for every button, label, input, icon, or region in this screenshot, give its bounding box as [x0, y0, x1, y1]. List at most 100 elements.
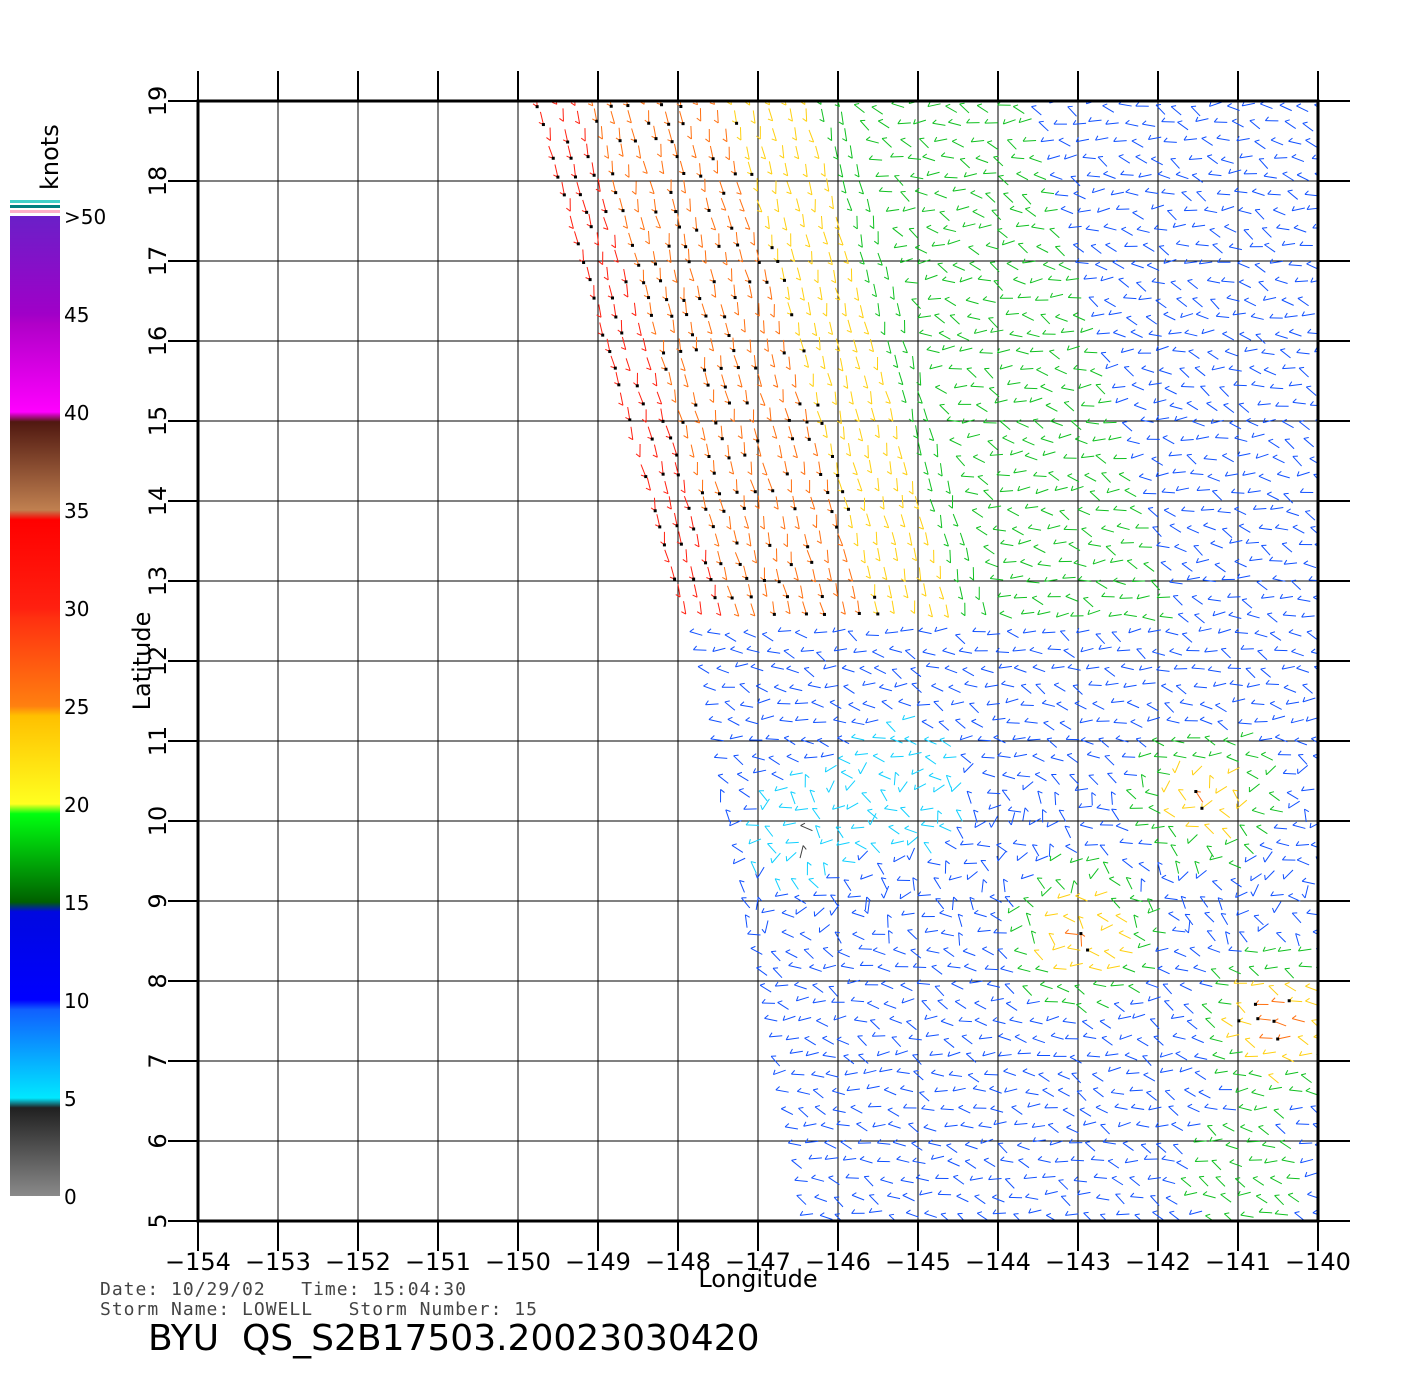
- wind-vector-barb: [960, 753, 966, 756]
- rain-flag-dot: [717, 244, 721, 248]
- wind-vector: [1021, 194, 1032, 205]
- wind-vector-barb: [1152, 927, 1157, 932]
- wind-vector: [693, 584, 698, 598]
- wind-vector-barb: [807, 861, 812, 866]
- wind-vector-barb: [1077, 506, 1083, 511]
- wind-vector: [971, 509, 984, 518]
- wind-vector: [1298, 367, 1309, 378]
- wind-vector-barb: [775, 878, 781, 881]
- wind-vector: [1229, 422, 1242, 430]
- wind-vector-barb: [1164, 385, 1170, 389]
- wind-vector: [1145, 791, 1159, 797]
- wind-vector: [1151, 458, 1164, 466]
- wind-vector: [872, 755, 885, 763]
- wind-vector-barb: [1095, 261, 1100, 265]
- rain-flag-dot: [617, 383, 621, 387]
- wind-vector: [736, 302, 740, 316]
- wind-vector: [618, 127, 621, 141]
- wind-vector-barb: [865, 630, 870, 636]
- wind-vector-barb: [857, 1138, 862, 1144]
- rain-flag-dot: [816, 403, 820, 407]
- wind-vector-barb: [1269, 631, 1276, 634]
- wind-vector-barb: [1151, 277, 1156, 282]
- wind-vector: [1009, 333, 1023, 338]
- wind-vector-barb: [910, 948, 916, 951]
- wind-vector-barb: [1305, 983, 1310, 987]
- wind-vector-barb: [780, 526, 786, 530]
- wind-vector-barb: [1201, 1003, 1208, 1006]
- wind-vector: [1048, 278, 1062, 281]
- wind-vector: [981, 756, 995, 759]
- wind-vector: [931, 966, 943, 975]
- wind-vector: [613, 304, 617, 318]
- wind-vector-barb: [977, 927, 981, 932]
- wind-vector-barb: [843, 385, 848, 389]
- wind-vector: [911, 298, 921, 310]
- wind-vector: [1007, 382, 1021, 386]
- wind-vector-barb: [1093, 1173, 1098, 1178]
- wind-vector-barb: [1226, 1032, 1230, 1038]
- wind-vector: [767, 532, 771, 546]
- wind-vector: [1259, 1211, 1273, 1214]
- wind-vector-barb: [1186, 733, 1191, 739]
- wind-vector-barb: [1208, 751, 1212, 757]
- wind-vector-barb: [664, 559, 670, 563]
- wind-vector: [1016, 224, 1030, 228]
- wind-vector: [880, 371, 884, 385]
- wind-vector-barb: [708, 348, 714, 352]
- rain-flag-dot: [807, 437, 811, 441]
- wind-vector: [1322, 792, 1325, 805]
- wind-vector: [1110, 984, 1124, 987]
- wind-vector-barb: [1251, 1089, 1256, 1093]
- wind-vector-barb: [1168, 911, 1174, 914]
- wind-vector: [661, 461, 664, 475]
- rain-flag-dot: [642, 281, 646, 285]
- wind-vector-barb: [924, 736, 930, 740]
- wind-vector: [665, 286, 668, 300]
- wind-vector: [1111, 631, 1122, 643]
- wind-vector: [937, 263, 948, 273]
- wind-vector-barb: [1073, 242, 1079, 246]
- wind-vector-barb: [892, 435, 898, 440]
- wind-vector-barb: [1205, 1017, 1211, 1020]
- wind-vector: [1204, 650, 1218, 653]
- wind-vector: [814, 443, 819, 456]
- wind-vector-barb: [913, 784, 916, 790]
- wind-vector: [902, 1194, 915, 1202]
- wind-vector: [787, 302, 793, 315]
- wind-vector: [994, 399, 1008, 404]
- wind-vector-barb: [904, 277, 909, 283]
- wind-vector-barb: [934, 190, 940, 194]
- rain-flag-dot: [676, 473, 680, 477]
- wind-vector: [863, 375, 869, 389]
- wind-vector: [1177, 613, 1189, 623]
- wind-vector-barb: [937, 810, 943, 815]
- wind-vector: [964, 173, 977, 178]
- wind-vector-barb: [1014, 947, 1019, 952]
- wind-vector-barb: [928, 1139, 933, 1144]
- wind-vector-barb: [1294, 737, 1300, 741]
- wind-vector: [725, 252, 728, 266]
- wind-vector-barb: [890, 542, 896, 546]
- wind-vector-barb: [1097, 207, 1100, 213]
- wind-vector-barb: [1105, 242, 1111, 246]
- wind-vector: [683, 601, 687, 615]
- wind-vector: [811, 808, 821, 820]
- wind-vector: [1115, 825, 1129, 832]
- rain-flag-dot: [709, 578, 713, 582]
- wind-vector-barb: [1180, 382, 1185, 387]
- wind-vector: [877, 1142, 891, 1145]
- wind-vector: [727, 585, 733, 599]
- wind-vector-barb: [807, 681, 813, 686]
- wind-vector-barb: [1130, 719, 1136, 723]
- wind-vector: [1236, 1002, 1246, 1014]
- wind-vector: [1065, 932, 1079, 936]
- rain-flag-dot: [873, 595, 877, 599]
- wind-vector-barb: [973, 909, 979, 914]
- wind-vector: [1161, 877, 1174, 884]
- wind-vector: [910, 175, 924, 180]
- rain-flag-dot: [660, 103, 664, 107]
- wind-vector: [872, 949, 886, 956]
- wind-vector: [862, 682, 876, 686]
- wind-vector-barb: [987, 140, 993, 143]
